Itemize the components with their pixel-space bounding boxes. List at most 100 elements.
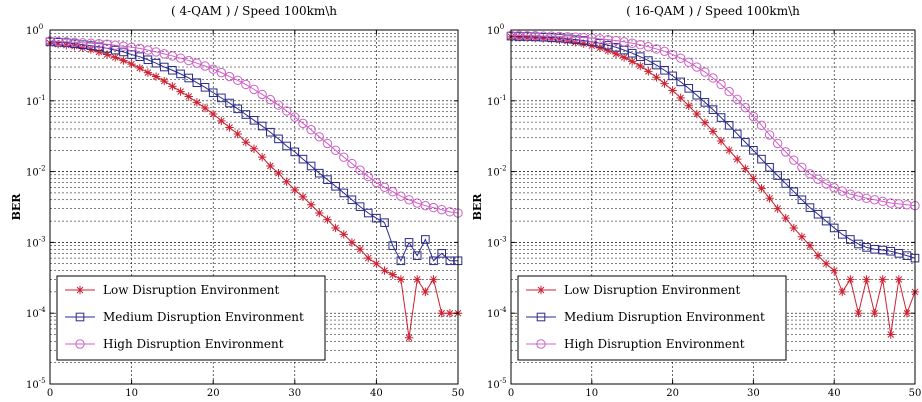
data-point-circle (764, 130, 775, 140)
data-point-square (757, 154, 766, 164)
data-point-circle (797, 162, 807, 173)
data-point-square (323, 175, 332, 184)
data-point-star (388, 270, 397, 279)
data-point-star (168, 82, 177, 91)
data-point-square (676, 77, 685, 87)
y-tick-label: 10-1 (26, 94, 46, 108)
data-point-square (789, 187, 799, 197)
data-point-circle (813, 174, 823, 184)
data-point-star (684, 101, 693, 110)
data-point-square (388, 241, 398, 250)
data-point-star (854, 309, 863, 318)
data-point-circle (404, 195, 414, 205)
data-point-circle (371, 177, 382, 188)
data-point-square (290, 147, 300, 157)
data-point-star (257, 152, 267, 162)
data-point-star (355, 245, 365, 254)
data-point-star (233, 129, 242, 139)
data-point-circle (339, 152, 349, 162)
data-point-star (886, 330, 895, 339)
data-point-star (380, 266, 389, 275)
data-point-circle (692, 62, 702, 72)
data-point-star (62, 40, 71, 50)
x-tick-label: 30 (288, 388, 301, 398)
data-point-square (660, 65, 669, 75)
data-point-square (151, 58, 161, 68)
data-point-star (143, 68, 153, 77)
data-point-star (413, 275, 422, 284)
data-point-square (249, 116, 259, 125)
data-point-square (724, 121, 734, 130)
legend-label: High Disruption Environment (103, 337, 284, 351)
data-point-square (176, 69, 185, 79)
data-point-square (797, 195, 807, 205)
x-tick-label: 0 (47, 388, 53, 398)
data-point-star (306, 200, 316, 209)
data-point-circle (396, 191, 406, 201)
series-line-circle (511, 34, 916, 207)
data-point-square (396, 256, 406, 266)
data-point-star (749, 174, 758, 183)
data-point-star (830, 266, 839, 275)
data-point-square (257, 121, 267, 131)
data-point-circle (724, 86, 734, 97)
data-point-star (765, 194, 774, 203)
y-tick-label: 10-3 (487, 235, 507, 249)
data-point-star (78, 43, 87, 53)
data-point-star (700, 118, 710, 127)
data-point-star (290, 185, 299, 195)
data-point-star (894, 275, 904, 284)
data-point-star (789, 223, 798, 233)
x-tick-label: 10 (585, 388, 598, 398)
chart-panel-2: 0 10 20 30 40 50 10-5 10-4 10-3 10-2 10-1 100 ( 16-Q… (471, 4, 922, 402)
data-point-star (644, 67, 653, 76)
data-point-square (225, 98, 234, 108)
x-tick-label: 20 (207, 388, 220, 398)
data-point-star (315, 208, 324, 218)
data-point-square (94, 42, 104, 52)
data-point-square (143, 55, 153, 65)
x-tick-label: 0 (508, 388, 514, 398)
data-point-square (765, 163, 774, 172)
data-point-star (797, 232, 807, 241)
data-point-star (102, 50, 112, 59)
data-point-square (412, 251, 422, 260)
data-point-star (184, 92, 193, 101)
data-point-star (111, 53, 120, 62)
legend-marker-circle (536, 339, 546, 349)
data-point-star (821, 259, 831, 268)
legend-marker-star (536, 285, 546, 295)
data-point-square (732, 129, 742, 139)
data-point-circle (667, 49, 678, 60)
data-point-star (396, 275, 406, 284)
data-point-square (314, 168, 324, 178)
data-point-square (306, 161, 316, 171)
data-point-square (241, 110, 251, 119)
data-point-star (870, 309, 879, 318)
data-point-square (837, 230, 847, 239)
y-tick-label: 100 (26, 23, 43, 37)
legend-marker-circle (75, 339, 85, 349)
data-point-square (829, 223, 839, 233)
data-point-star (127, 59, 136, 69)
data-point-square (716, 113, 726, 122)
legend-label: Medium Disruption Environment (103, 310, 304, 324)
y-tick-label: 10-4 (26, 306, 46, 320)
data-point-star (539, 34, 548, 43)
data-point-circle (322, 138, 333, 149)
x-tick-label: 50 (909, 388, 922, 398)
data-point-star (323, 215, 332, 224)
data-point-star (274, 168, 283, 178)
data-point-square (773, 171, 782, 180)
data-point-star (331, 223, 340, 233)
data-point-circle (232, 75, 243, 85)
data-point-star (135, 63, 144, 73)
data-point-star (176, 87, 185, 96)
series-markers-circle (45, 36, 463, 218)
data-point-square (282, 141, 291, 151)
data-point-square (208, 88, 218, 98)
series-line-circle (49, 40, 459, 214)
data-point-star (547, 35, 556, 44)
data-point-circle (805, 169, 815, 179)
data-point-circle (241, 79, 251, 90)
